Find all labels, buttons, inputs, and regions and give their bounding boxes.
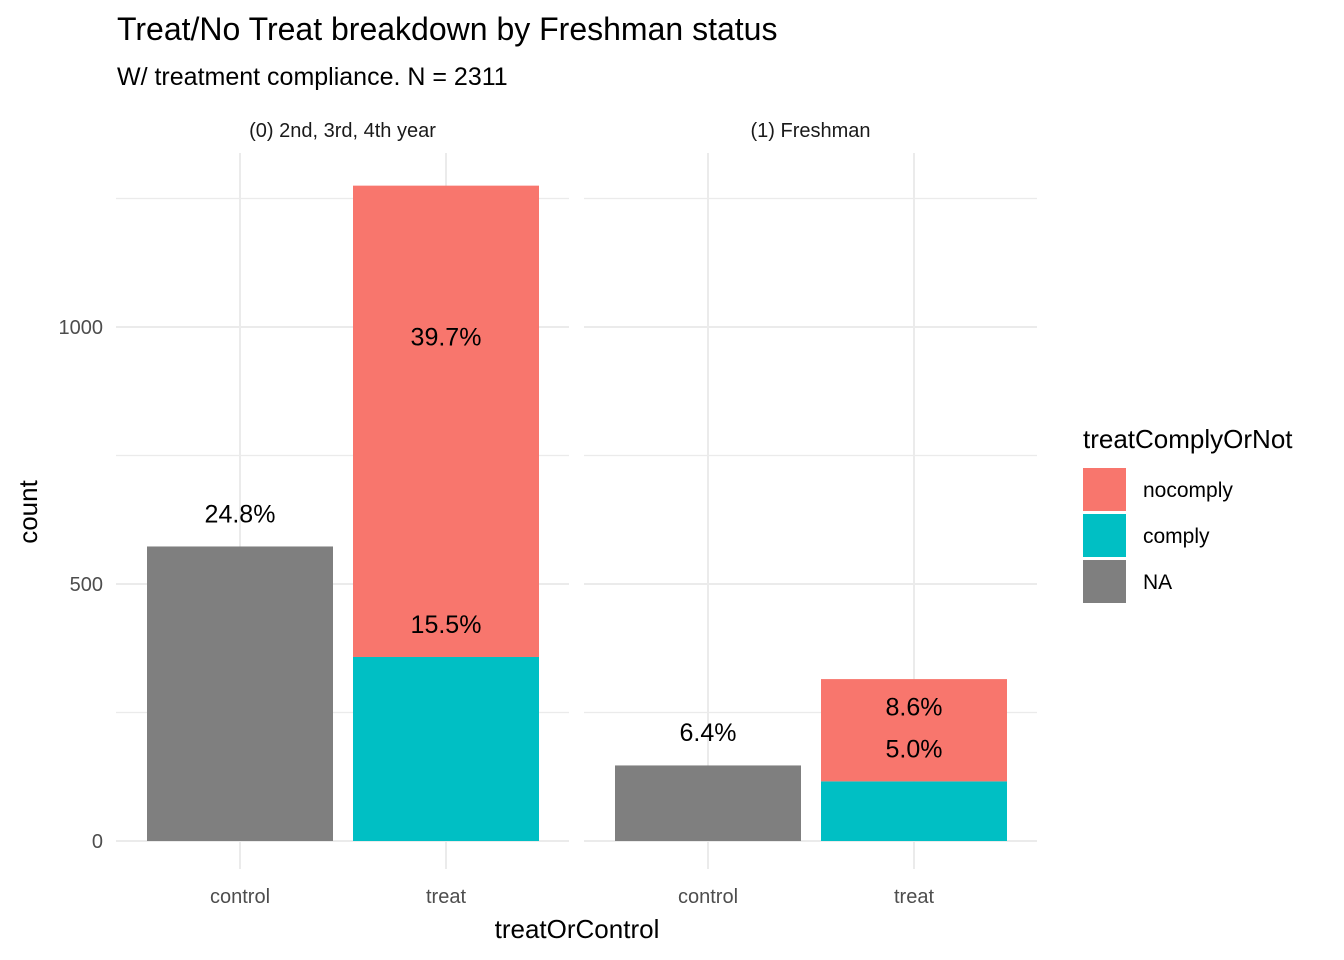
x-axis: control treat control treat bbox=[210, 886, 934, 908]
bar-percent-label: 8.6% bbox=[886, 693, 943, 721]
legend-swatch-nocomply bbox=[1083, 468, 1126, 511]
x-tick-label: treat bbox=[426, 886, 466, 908]
facet-panel: (1) Freshman 6.4% 5.0% 8.6% bbox=[584, 120, 1037, 869]
y-tick-label: 1000 bbox=[59, 317, 104, 339]
legend-swatch-na bbox=[1083, 560, 1126, 603]
chart-title: Treat/No Treat breakdown by Freshman sta… bbox=[117, 11, 777, 47]
y-axis: 0 500 1000 bbox=[59, 317, 104, 853]
bar-percent-label: 6.4% bbox=[680, 719, 737, 747]
legend-label: NA bbox=[1143, 571, 1172, 594]
bar-percent-label: 15.5% bbox=[411, 611, 482, 639]
legend-swatch-comply bbox=[1083, 514, 1126, 557]
bar-percent-label: 39.7% bbox=[411, 323, 482, 351]
x-tick-label: control bbox=[210, 886, 270, 908]
y-tick-label: 0 bbox=[92, 831, 103, 853]
y-axis-title: count bbox=[13, 479, 43, 543]
x-tick-label: treat bbox=[894, 886, 934, 908]
x-axis-title: treatOrControl bbox=[495, 914, 660, 944]
legend-title: treatComplyOrNot bbox=[1083, 424, 1293, 454]
bar-percent-label: 24.8% bbox=[205, 501, 276, 529]
legend-label: nocomply bbox=[1143, 479, 1233, 502]
facet-panels: (0) 2nd, 3rd, 4th year 24.8% 15.5% 39.7% (1)… bbox=[116, 120, 1037, 869]
facet-panel: (0) 2nd, 3rd, 4th year 24.8% 15.5% 39.7% bbox=[116, 120, 569, 869]
bar-segment-na bbox=[147, 546, 333, 841]
bar-segment-comply bbox=[821, 781, 1007, 841]
facet-strip-label: (0) 2nd, 3rd, 4th year bbox=[249, 120, 436, 142]
x-tick-label: control bbox=[678, 886, 738, 908]
bar-percent-label: 5.0% bbox=[886, 736, 943, 764]
bar-segment-nocomply bbox=[353, 185, 539, 657]
chart-subtitle: W/ treatment compliance. N = 2311 bbox=[117, 63, 508, 91]
legend-label: comply bbox=[1143, 525, 1210, 548]
facet-strip-label: (1) Freshman bbox=[750, 120, 870, 142]
bar-segment-na bbox=[615, 765, 801, 841]
legend: treatComplyOrNot nocomply comply NA bbox=[1083, 424, 1293, 603]
y-tick-label: 500 bbox=[70, 574, 103, 596]
bar-segment-nocomply bbox=[821, 679, 1007, 782]
bar-segment-comply bbox=[353, 656, 539, 841]
